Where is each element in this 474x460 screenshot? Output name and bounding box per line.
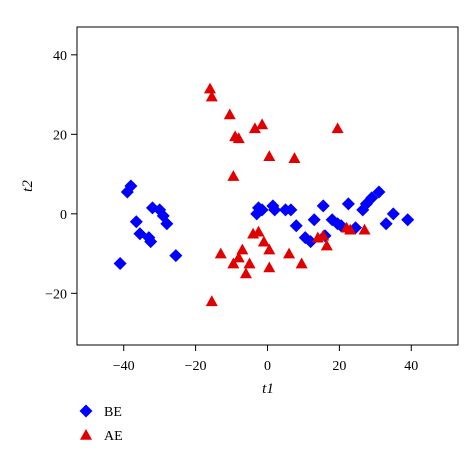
x-axis-title: t1: [262, 381, 274, 397]
y-tick-label: 0: [60, 208, 67, 223]
ae-data-point: [320, 239, 333, 251]
be-data-point: [365, 191, 379, 205]
ae-data-point: [232, 132, 245, 144]
be-data-point: [129, 215, 143, 229]
ae-data-point: [283, 247, 296, 259]
legend-label-be: BE: [104, 405, 122, 420]
data-points: [113, 82, 415, 307]
ae-data-point: [232, 251, 245, 263]
ae-data-point: [317, 229, 330, 241]
y-axis: −20 0 20 40: [45, 49, 77, 302]
x-tick-label: 20: [332, 359, 346, 374]
ae-data-point: [236, 243, 249, 255]
x-tick-label: −20: [185, 359, 207, 374]
be-data-point: [386, 207, 400, 221]
ae-data-point: [256, 118, 269, 130]
ae-data-point: [205, 90, 218, 102]
be-data-point: [124, 179, 138, 193]
y-tick-label: −20: [45, 287, 67, 302]
ae-data-point: [263, 243, 276, 255]
ae-data-point: [239, 267, 252, 279]
ae-data-point: [358, 223, 371, 235]
ae-data-point: [214, 247, 227, 259]
be-data-point: [379, 217, 393, 231]
be-data-point: [341, 197, 355, 211]
ae-data-point: [288, 152, 301, 163]
be-data-point: [255, 203, 269, 217]
ae-data-point: [243, 257, 256, 269]
be-data-point: [268, 203, 282, 217]
be-data-point: [160, 217, 174, 231]
be-data-point: [144, 235, 158, 249]
be-data-point: [120, 185, 134, 199]
ae-data-point: [248, 122, 261, 134]
be-data-point: [304, 235, 318, 249]
ae-data-point: [257, 235, 270, 247]
be-data-point: [401, 213, 415, 227]
legend-marker-be: [79, 404, 93, 418]
y-axis-title: t2: [20, 180, 36, 192]
ae-data-point: [223, 108, 236, 120]
ae-data-point: [331, 122, 344, 134]
ae-data-point: [295, 257, 308, 269]
be-data-point: [289, 219, 303, 233]
be-data-point: [372, 185, 386, 199]
be-data-point: [307, 213, 321, 227]
legend-label-ae: AE: [104, 429, 123, 444]
x-tick-label: 40: [404, 359, 418, 374]
ae-data-point: [205, 295, 218, 307]
ae-data-point: [227, 170, 240, 181]
legend: BE AE: [79, 404, 123, 444]
x-axis: −40 −20 0 20 40: [113, 345, 418, 374]
be-data-point: [113, 257, 127, 271]
ae-data-point: [252, 225, 265, 237]
y-tick-label: 20: [53, 128, 67, 143]
be-data-point: [316, 199, 330, 213]
ae-data-point: [344, 223, 357, 235]
be-data-point: [169, 249, 183, 263]
x-tick-label: −40: [113, 359, 135, 374]
ae-data-point: [227, 257, 240, 269]
ae-data-point: [203, 82, 216, 94]
ae-data-point: [263, 261, 276, 273]
y-tick-label: 40: [53, 49, 67, 64]
legend-marker-ae: [80, 429, 92, 440]
x-tick-label: 0: [264, 359, 271, 374]
be-data-point: [284, 203, 298, 217]
ae-data-point: [263, 150, 276, 161]
